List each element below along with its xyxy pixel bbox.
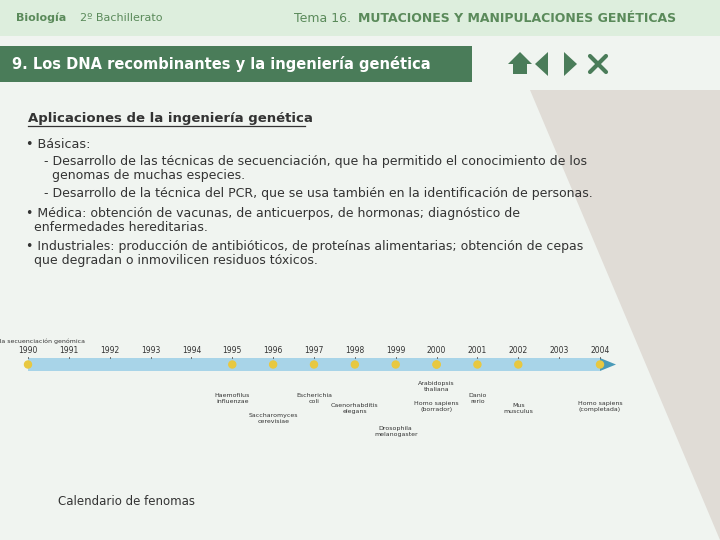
Text: 1990: 1990 <box>18 346 37 355</box>
Text: 1991: 1991 <box>59 346 78 355</box>
Circle shape <box>24 361 32 368</box>
Polygon shape <box>600 358 616 371</box>
Text: 2º Bachillerato: 2º Bachillerato <box>80 13 163 23</box>
Text: • Industriales: producción de antibióticos, de proteínas alimentarias; obtención: • Industriales: producción de antibiótic… <box>26 240 583 253</box>
Text: 1998: 1998 <box>345 346 364 355</box>
FancyBboxPatch shape <box>0 0 720 36</box>
Circle shape <box>310 361 318 368</box>
Circle shape <box>433 361 440 368</box>
Text: 1997: 1997 <box>305 346 324 355</box>
Text: 1995: 1995 <box>222 346 242 355</box>
Text: 2002: 2002 <box>508 346 528 355</box>
Text: Arabidopsis
thaliana: Arabidopsis thaliana <box>418 381 455 392</box>
Text: 1994: 1994 <box>181 346 201 355</box>
Text: - Desarrollo de la técnica del PCR, que se usa también en la identificación de p: - Desarrollo de la técnica del PCR, que … <box>44 187 593 200</box>
Text: Homo sapiens
(completada): Homo sapiens (completada) <box>577 401 622 412</box>
Polygon shape <box>535 52 548 76</box>
Polygon shape <box>564 52 577 76</box>
Circle shape <box>229 361 235 368</box>
FancyBboxPatch shape <box>28 358 600 371</box>
Circle shape <box>433 361 440 368</box>
Text: Caenorhabditis
elegans: Caenorhabditis elegans <box>331 403 379 414</box>
Circle shape <box>351 361 359 368</box>
Polygon shape <box>530 90 720 540</box>
Text: 2003: 2003 <box>549 346 569 355</box>
Text: Aplicaciones de la ingeniería genética: Aplicaciones de la ingeniería genética <box>28 112 313 125</box>
Text: • Médica: obtención de vacunas, de anticuerpos, de hormonas; diagnóstico de: • Médica: obtención de vacunas, de antic… <box>26 207 520 220</box>
Text: que degradan o inmovilicen residuos tóxicos.: que degradan o inmovilicen residuos tóxi… <box>26 254 318 267</box>
FancyBboxPatch shape <box>513 64 527 74</box>
Text: Mus
musculus: Mus musculus <box>503 403 534 414</box>
Text: genomas de muchas especies.: genomas de muchas especies. <box>44 169 245 182</box>
Text: 1996: 1996 <box>264 346 283 355</box>
Text: 1999: 1999 <box>386 346 405 355</box>
Text: • Básicas:: • Básicas: <box>26 138 91 151</box>
Circle shape <box>392 361 399 368</box>
Text: Haemofilus
influenzae: Haemofilus influenzae <box>215 393 250 404</box>
Text: Danio
rerio: Danio rerio <box>468 393 487 404</box>
Text: 1993: 1993 <box>141 346 161 355</box>
Text: Biología: Biología <box>16 13 66 23</box>
Text: - Desarrollo de las técnicas de secuenciación, que ha permitido el conocimiento : - Desarrollo de las técnicas de secuenci… <box>44 155 587 168</box>
Text: Drosophila
melanogaster: Drosophila melanogaster <box>374 426 418 437</box>
FancyBboxPatch shape <box>0 46 472 82</box>
Text: Saccharomyces
cerevisiae: Saccharomyces cerevisiae <box>248 413 298 424</box>
Text: Homo sapiens
(borrador): Homo sapiens (borrador) <box>414 401 459 412</box>
Text: 2004: 2004 <box>590 346 610 355</box>
Circle shape <box>474 361 481 368</box>
Text: MUTACIONES Y MANIPULACIONES GENÉTICAS: MUTACIONES Y MANIPULACIONES GENÉTICAS <box>358 11 676 24</box>
Text: Inicio de la secuenciación genómica: Inicio de la secuenciación genómica <box>0 339 85 345</box>
Text: 1992: 1992 <box>100 346 120 355</box>
Text: 2000: 2000 <box>427 346 446 355</box>
Circle shape <box>596 361 603 368</box>
Circle shape <box>270 361 276 368</box>
Text: Calendario de fenomas: Calendario de fenomas <box>58 495 195 508</box>
Text: enfermedades hereditarias.: enfermedades hereditarias. <box>26 221 208 234</box>
Polygon shape <box>508 52 532 64</box>
Text: Escherichia
coli: Escherichia coli <box>296 393 332 404</box>
Text: 9. Los DNA recombinantes y la ingeniería genética: 9. Los DNA recombinantes y la ingeniería… <box>12 56 431 72</box>
Text: 2001: 2001 <box>468 346 487 355</box>
Circle shape <box>515 361 522 368</box>
Text: Tema 16.: Tema 16. <box>294 11 355 24</box>
